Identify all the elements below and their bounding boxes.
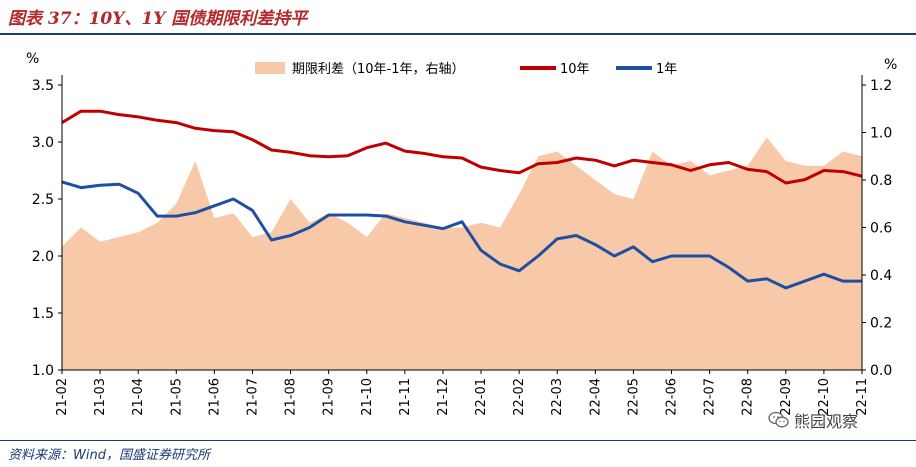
left-axis-unit: % xyxy=(26,51,39,67)
left-tick-label: 3.0 xyxy=(32,135,54,151)
left-tick-label: 2.0 xyxy=(32,249,54,265)
x-tick-label: 22-05 xyxy=(626,378,641,416)
right-axis-unit: % xyxy=(884,57,897,73)
x-tick-label: 22-11 xyxy=(855,378,870,416)
x-tick-label: 21-07 xyxy=(245,378,260,416)
x-tick-label: 21-04 xyxy=(131,378,146,416)
left-tick-label: 1.5 xyxy=(32,306,54,322)
x-tick-label: 22-03 xyxy=(550,378,565,416)
legend-label-spread: 期限利差（10年-1年，右轴） xyxy=(292,62,465,77)
watermark: 熊园观察 xyxy=(768,408,858,432)
x-tick-label: 21-03 xyxy=(93,378,108,416)
axes: 1.0 1.5 2.0 2.5 3.0 3.5% 0.0 0.2 0.4 0.6 0.8 1.0 1.2… xyxy=(26,51,897,416)
series-10y-line xyxy=(61,109,863,185)
right-tick-label: 0.8 xyxy=(870,173,892,189)
spread-area xyxy=(62,137,862,370)
x-tick-label: 21-10 xyxy=(360,378,375,416)
wechat-icon xyxy=(768,411,789,428)
x-tick-label: 22-01 xyxy=(474,378,489,416)
spread-area-series xyxy=(62,137,862,370)
x-tick-label: 21-02 xyxy=(55,378,70,416)
legend-label-1y: 1年 xyxy=(656,62,677,77)
x-tick-label: 22-06 xyxy=(665,378,680,416)
x-tick-label: 22-07 xyxy=(703,378,718,416)
right-tick-label: 0.2 xyxy=(870,316,892,332)
right-tick-label: 1.0 xyxy=(870,126,892,142)
x-tick-label: 21-06 xyxy=(207,378,222,416)
figure-title: 图表 37：10Y、1Y 国债期限利差持平 xyxy=(8,9,308,29)
left-tick-label: 2.5 xyxy=(32,192,54,208)
x-tick-label: 22-10 xyxy=(817,378,832,416)
x-tick-label: 22-04 xyxy=(588,378,603,416)
watermark-text: 熊园观察 xyxy=(794,412,859,431)
source-note: 资料来源：Wind，国盛证券研究所 xyxy=(8,448,210,463)
title-rule xyxy=(0,33,916,35)
chart: 1.0 1.5 2.0 2.5 3.0 3.5% 0.0 0.2 0.4 0.6 0.8 1.0 1.2… xyxy=(26,51,897,416)
line-series xyxy=(61,109,863,290)
right-tick-label: 0.6 xyxy=(870,221,892,237)
x-tick-label: 21-08 xyxy=(284,378,299,416)
left-tick-label: 3.5 xyxy=(32,78,54,94)
series-1y-line xyxy=(61,180,862,290)
legend: 期限利差（10年-1年，右轴） 10年 1年 xyxy=(255,62,677,77)
left-tick-label: 1.0 xyxy=(32,363,54,379)
x-tick-label: 22-02 xyxy=(512,378,527,416)
x-tick-label: 22-08 xyxy=(741,378,756,416)
footer-rule xyxy=(0,440,916,441)
x-tick-label: 21-12 xyxy=(436,378,451,416)
right-tick-label: 1.2 xyxy=(870,78,892,94)
x-tick-label: 21-11 xyxy=(398,378,413,416)
x-tick-label: 22-09 xyxy=(779,378,794,416)
x-tick-label: 21-09 xyxy=(322,378,337,416)
legend-swatch-spread xyxy=(255,62,285,74)
x-tick-label: 21-05 xyxy=(169,378,184,416)
right-tick-label: 0.4 xyxy=(870,268,892,284)
right-tick-label: 0.0 xyxy=(870,363,892,379)
legend-label-10y: 10年 xyxy=(560,62,590,77)
